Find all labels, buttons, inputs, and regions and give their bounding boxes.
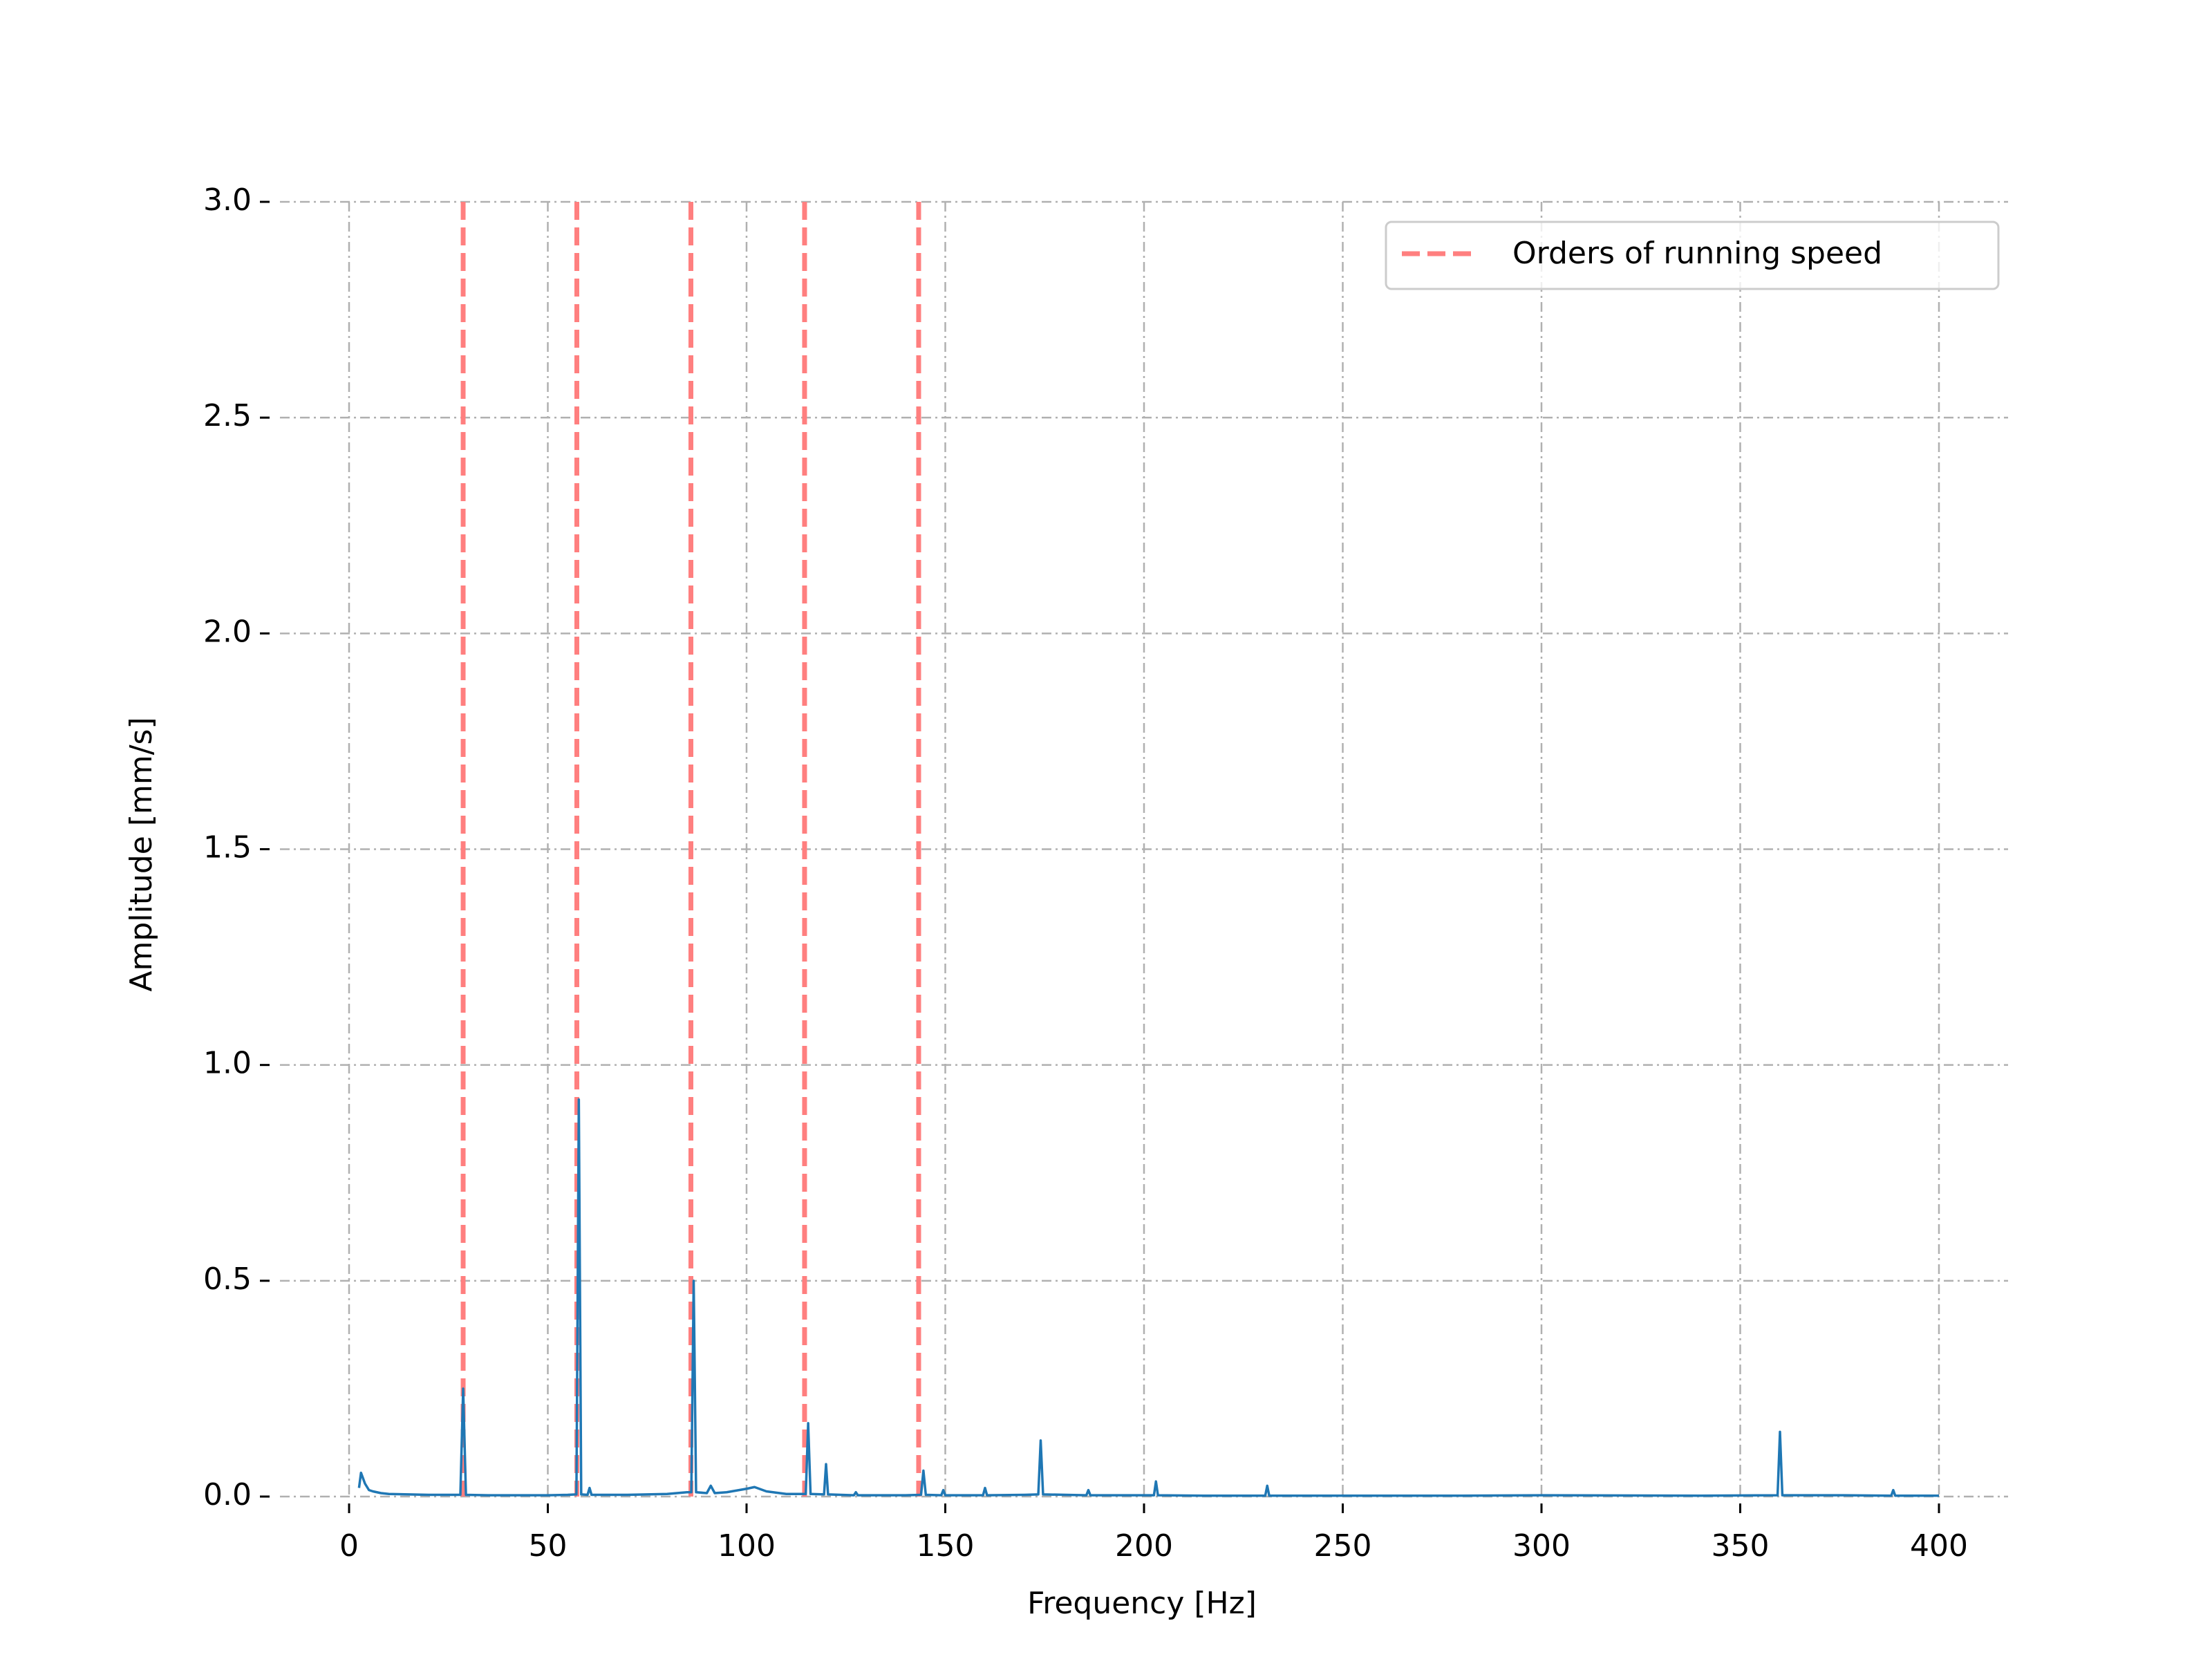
x-tick-label: 50 bbox=[529, 1528, 568, 1564]
x-tick-label: 250 bbox=[1314, 1528, 1372, 1564]
spectrum-line bbox=[357, 1098, 1939, 1497]
y-tick-label: 1.5 bbox=[203, 830, 252, 865]
x-tick-label: 300 bbox=[1512, 1528, 1571, 1564]
x-axis-label: Frequency [Hz] bbox=[1027, 1586, 1257, 1621]
x-tick-label: 100 bbox=[718, 1528, 776, 1564]
y-tick-label: 2.0 bbox=[203, 614, 252, 649]
y-tick-label: 0.5 bbox=[203, 1262, 252, 1297]
y-tick-label: 3.0 bbox=[203, 182, 252, 218]
x-tick-label: 150 bbox=[917, 1528, 975, 1564]
y-axis-label: Amplitude [mm/s] bbox=[124, 717, 159, 991]
x-tick-label: 350 bbox=[1712, 1528, 1770, 1564]
y-tick-label: 1.0 bbox=[203, 1046, 252, 1081]
x-tick-label: 400 bbox=[1910, 1528, 1968, 1564]
x-tick-label: 0 bbox=[339, 1528, 359, 1564]
y-tick-label: 2.5 bbox=[203, 398, 252, 433]
x-tick-label: 200 bbox=[1115, 1528, 1173, 1564]
y-tick-label: 0.0 bbox=[203, 1477, 252, 1512]
legend-box bbox=[1385, 221, 2000, 290]
legend-label: Orders of running speed bbox=[1512, 236, 1882, 271]
